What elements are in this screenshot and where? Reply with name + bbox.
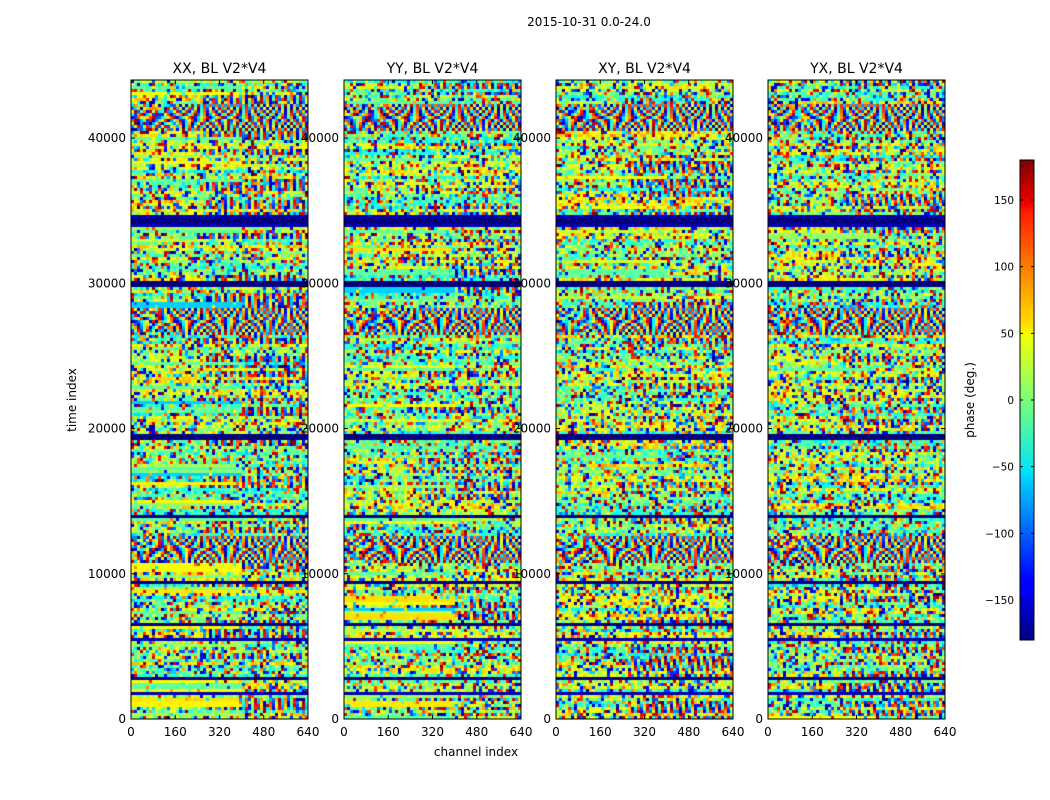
x-tick-label: 0 bbox=[127, 725, 135, 739]
x-tick-label: 480 bbox=[465, 725, 488, 739]
colorbar-tick-label: −100 bbox=[985, 528, 1014, 540]
colorbar-tick-label: −150 bbox=[985, 595, 1014, 607]
heatmap-image bbox=[344, 80, 521, 719]
y-tick-label: 30000 bbox=[88, 276, 126, 290]
y-tick-label: 0 bbox=[755, 712, 763, 726]
x-axis-label: channel index bbox=[434, 745, 518, 759]
panel-title: XX, BL V2*V4 bbox=[173, 61, 267, 77]
y-tick-label: 40000 bbox=[725, 131, 763, 145]
panel-yx: YX, BL V2*V4 0 160 320 480 640 0 10000 20000 3000… bbox=[725, 61, 957, 739]
y-tick-label: 10000 bbox=[725, 567, 763, 581]
y-tick-label: 40000 bbox=[301, 131, 339, 145]
y-tick-label: 30000 bbox=[513, 276, 551, 290]
x-tick-label: 480 bbox=[889, 725, 912, 739]
colorbar-tick-label: 100 bbox=[994, 262, 1014, 274]
y-tick-label: 0 bbox=[331, 712, 339, 726]
x-tick-label: 480 bbox=[252, 725, 275, 739]
colorbar: −150 −100 −50 0 50 100 150 phase (deg.) bbox=[963, 159, 1035, 641]
panel-title: YY, BL V2*V4 bbox=[386, 61, 479, 77]
panel-xx: XX, BL V2*V4 0 160 320 480 640 0 10000 20000 3000… bbox=[88, 61, 320, 739]
colorbar-label: phase (deg.) bbox=[963, 362, 977, 438]
heatmap-image bbox=[131, 80, 308, 719]
x-tick-label: 160 bbox=[801, 725, 824, 739]
y-tick-label: 30000 bbox=[725, 276, 763, 290]
x-tick-label: 320 bbox=[208, 725, 231, 739]
x-tick-label: 320 bbox=[633, 725, 656, 739]
y-tick-label: 20000 bbox=[88, 422, 126, 436]
y-tick-label: 20000 bbox=[725, 422, 763, 436]
figure-suptitle: 2015-10-31 0.0-24.0 bbox=[527, 15, 651, 29]
colorbar-tick-label: 150 bbox=[994, 195, 1014, 207]
y-tick-label: 10000 bbox=[301, 567, 339, 581]
colorbar-tick-label: −50 bbox=[992, 462, 1014, 474]
panel-xy: XY, BL V2*V4 0 160 320 480 640 0 10000 20000 3000… bbox=[513, 61, 745, 739]
heatmap-image bbox=[768, 80, 945, 719]
x-tick-label: 160 bbox=[377, 725, 400, 739]
panel-title: XY, BL V2*V4 bbox=[598, 61, 691, 77]
y-tick-label: 0 bbox=[118, 712, 126, 726]
x-tick-label: 640 bbox=[297, 725, 320, 739]
panel-title: YX, BL V2*V4 bbox=[809, 61, 903, 77]
y-tick-label: 40000 bbox=[88, 131, 126, 145]
x-tick-label: 0 bbox=[552, 725, 560, 739]
x-tick-label: 0 bbox=[340, 725, 348, 739]
x-tick-label: 480 bbox=[677, 725, 700, 739]
y-tick-label: 10000 bbox=[513, 567, 551, 581]
heatmap-image bbox=[556, 80, 733, 719]
y-tick-label: 0 bbox=[543, 712, 551, 726]
x-tick-label: 320 bbox=[845, 725, 868, 739]
x-tick-label: 160 bbox=[589, 725, 612, 739]
x-tick-label: 640 bbox=[510, 725, 533, 739]
y-tick-label: 20000 bbox=[513, 422, 551, 436]
colorbar-tick-label: 50 bbox=[1001, 328, 1014, 340]
x-tick-label: 640 bbox=[722, 725, 745, 739]
panel-yy: YY, BL V2*V4 0 160 320 480 640 0 10000 20000 3000… bbox=[301, 61, 533, 739]
y-tick-label: 30000 bbox=[301, 276, 339, 290]
colorbar-tick-label: 0 bbox=[1007, 395, 1014, 407]
y-tick-label: 20000 bbox=[301, 422, 339, 436]
y-axis-label: time index bbox=[65, 368, 79, 432]
x-tick-label: 160 bbox=[164, 725, 187, 739]
y-tick-label: 40000 bbox=[513, 131, 551, 145]
y-tick-label: 10000 bbox=[88, 567, 126, 581]
x-tick-label: 320 bbox=[421, 725, 444, 739]
x-tick-label: 640 bbox=[934, 725, 957, 739]
x-tick-label: 0 bbox=[764, 725, 772, 739]
